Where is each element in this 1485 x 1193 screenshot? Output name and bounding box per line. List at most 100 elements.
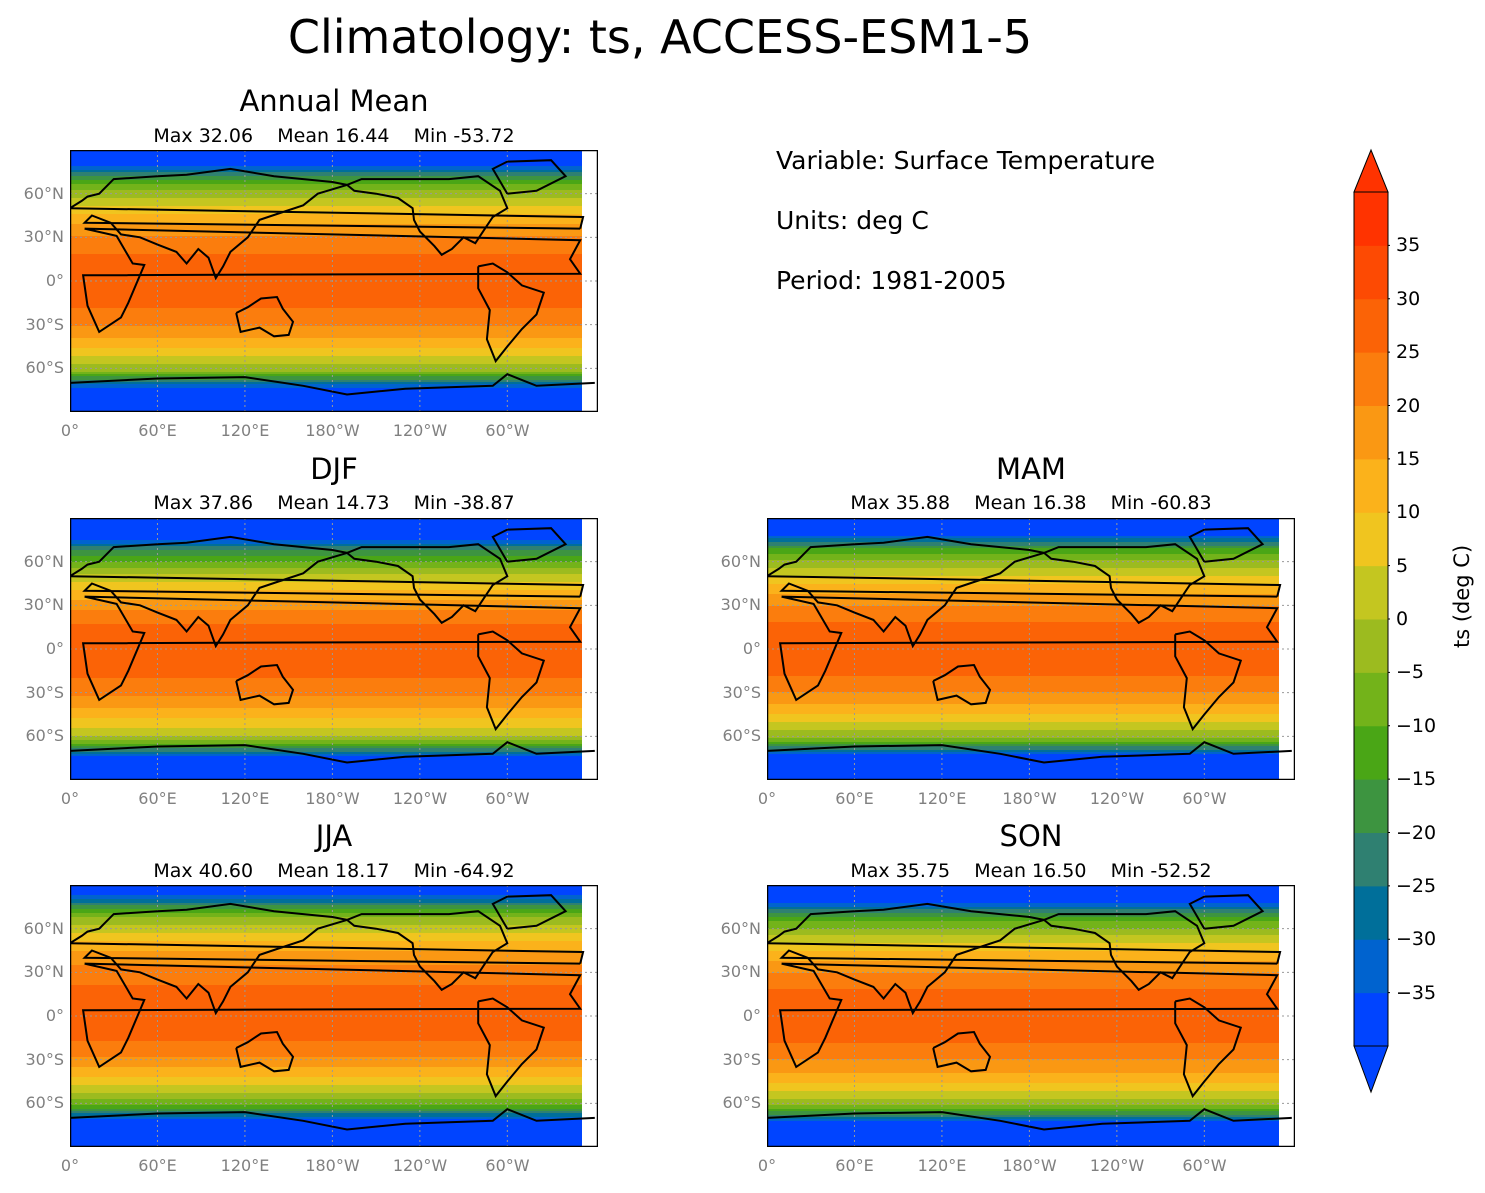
coastline (767, 1108, 1292, 1131)
colorbar-segment (1354, 885, 1388, 940)
lon-tick-label: 180°W (305, 789, 360, 808)
map-plot (70, 518, 598, 780)
lon-tick-label: 0° (60, 789, 80, 808)
map-plot (70, 885, 598, 1147)
lat-tick-label: 0° (742, 1006, 761, 1025)
lon-tick-label: 120°E (220, 789, 270, 808)
coastline (1174, 630, 1243, 732)
lon-tick-label: 60°E (138, 1156, 177, 1175)
lon-tick-label: 120°W (1089, 789, 1145, 808)
panel-title: MAM (996, 452, 1066, 486)
units-info: Units: deg C (776, 206, 929, 235)
coastline (346, 910, 509, 992)
colorbar-tick-label: −15 (1396, 768, 1437, 791)
colorbar-tick-label: −35 (1396, 981, 1437, 1004)
lat-tick-label: 60°S (722, 1093, 761, 1113)
lon-tick-label: 60°E (138, 789, 177, 808)
coastline (70, 167, 585, 281)
colorbar-tick-label: 10 (1396, 501, 1421, 524)
colorbar-tick-label: 0 (1396, 608, 1409, 630)
colorbar-segment (1354, 298, 1388, 353)
coastline (778, 595, 1280, 702)
panel-stats: Max 40.60 Mean 18.17 Min -64.92 (153, 860, 515, 882)
colorbar-tick-label: −30 (1396, 928, 1437, 951)
coastline (491, 527, 568, 563)
lat-tick-label: 60°N (23, 183, 64, 203)
figure-title: Climatology: ts, ACCESS-ESM1-5 (287, 10, 1033, 64)
coastline (81, 227, 583, 334)
coastline (1188, 894, 1265, 930)
lat-tick-label: 0° (45, 639, 64, 658)
colorbar-extend-min (1353, 1045, 1389, 1094)
lon-tick-label: 0° (757, 1156, 777, 1175)
colorbar-segment (1354, 565, 1388, 620)
coastline (932, 663, 992, 706)
colorbar-segment (1354, 458, 1388, 513)
lon-tick-label: 120°W (392, 789, 448, 808)
lat-tick-label: 60°N (23, 918, 64, 938)
colorbar (1353, 148, 1390, 1094)
lat-tick-label: 30°S (722, 682, 761, 702)
lat-tick-label: 30°N (23, 227, 64, 247)
coastline (1188, 527, 1265, 563)
lat-tick-label: 60°S (25, 358, 64, 378)
lat-tick-label: 60°N (720, 551, 761, 571)
lat-tick-label: 60°S (25, 1093, 64, 1113)
colorbar-extend-max (1353, 148, 1389, 193)
lat-tick-label: 0° (742, 639, 761, 658)
coastline (70, 535, 585, 649)
variable-info: Variable: Surface Temperature (776, 146, 1156, 175)
lon-tick-label: 120°E (917, 1156, 967, 1175)
colorbar-tick-label: −25 (1396, 874, 1437, 897)
coastline (1043, 543, 1206, 625)
coastline (767, 535, 1282, 649)
colorbar-segment (1354, 725, 1388, 780)
lon-tick-label: 120°W (392, 421, 448, 440)
lon-tick-label: 60°W (485, 1156, 530, 1175)
lon-tick-label: 60°W (485, 789, 530, 808)
lat-tick-label: 30°S (25, 314, 64, 334)
coastline (81, 595, 583, 702)
lon-tick-label: 60°E (835, 789, 874, 808)
coastline (70, 902, 585, 1016)
panel-title: JJA (315, 819, 353, 853)
coastline (346, 543, 509, 625)
coastline (477, 630, 546, 732)
panel-stats: Max 37.86 Mean 14.73 Min -38.87 (153, 492, 515, 514)
coastline (1174, 997, 1243, 1099)
lat-tick-label: 30°S (722, 1049, 761, 1069)
lat-tick-label: 30°N (720, 595, 761, 615)
colorbar-tick-label: −5 (1396, 661, 1425, 684)
map-plot (70, 150, 598, 412)
colorbar-segment (1354, 939, 1388, 994)
colorbar-segment (1354, 512, 1388, 567)
colorbar-segment (1354, 779, 1388, 833)
coastline (70, 741, 595, 764)
colorbar-segment (1354, 619, 1388, 673)
lat-tick-label: 30°S (25, 1049, 64, 1069)
lat-tick-label: 60°N (720, 918, 761, 938)
map-plot (767, 518, 1295, 780)
map-plot (767, 885, 1295, 1147)
coastline (778, 962, 1280, 1069)
panel-stats: Max 35.75 Mean 16.50 Min -52.52 (850, 860, 1212, 882)
colorbar-tick-label: 20 (1396, 394, 1421, 417)
colorbar-segment (1354, 352, 1388, 406)
coastline (491, 159, 568, 195)
colorbar-segment (1354, 992, 1388, 1047)
lon-tick-label: 180°W (305, 1156, 360, 1175)
panel-title: Annual Mean (239, 84, 429, 118)
lon-tick-label: 60°W (1182, 789, 1227, 808)
colorbar-segment (1354, 192, 1388, 246)
colorbar-segment (1354, 405, 1388, 460)
colorbar-tick-label: −20 (1396, 821, 1437, 844)
lat-tick-label: 30°S (25, 682, 64, 702)
lat-tick-label: 0° (45, 271, 64, 290)
lon-tick-label: 0° (60, 1156, 80, 1175)
lon-tick-label: 180°W (1002, 789, 1057, 808)
coastline (235, 663, 295, 706)
lat-tick-label: 30°N (23, 595, 64, 615)
panel-title: DJF (310, 452, 358, 486)
colorbar-tick-label: 30 (1396, 287, 1421, 310)
lon-tick-label: 120°W (392, 1156, 448, 1175)
